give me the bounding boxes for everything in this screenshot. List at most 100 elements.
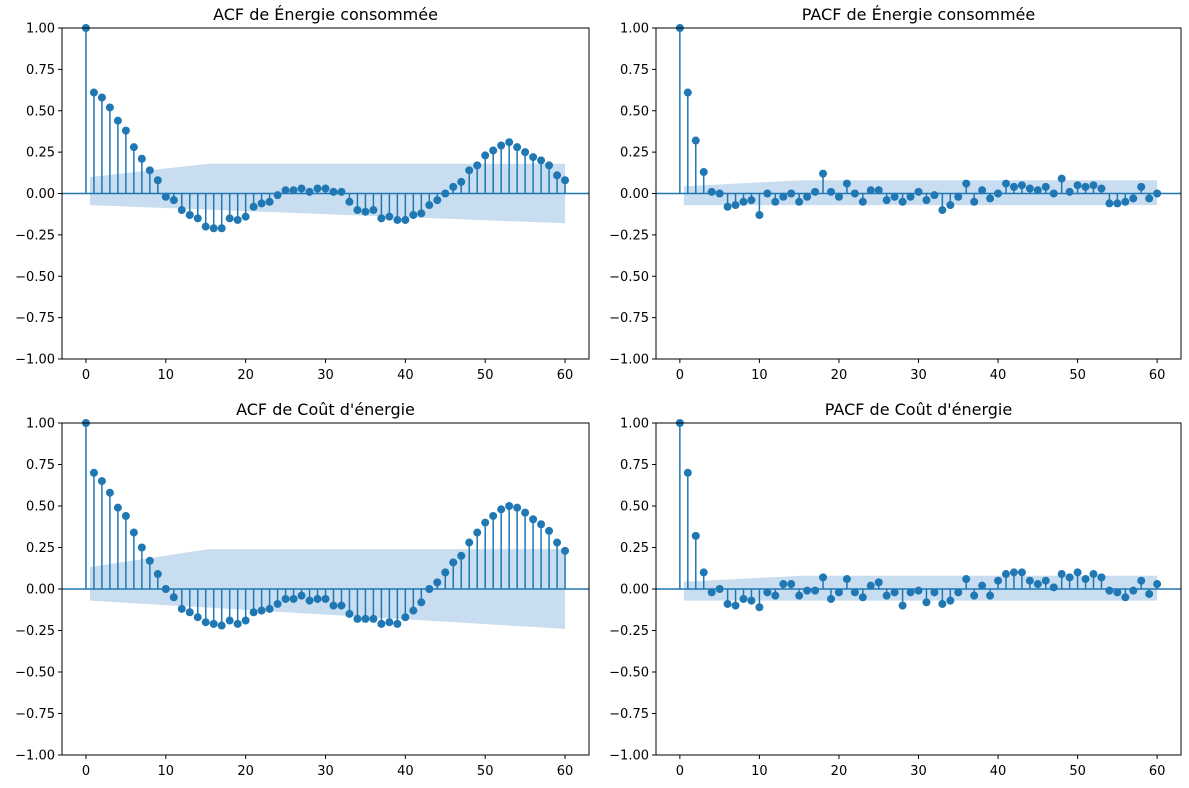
marker-lag-19 xyxy=(827,594,835,603)
marker-lag-54 xyxy=(513,143,522,152)
marker-lag-38 xyxy=(385,618,394,627)
marker-lag-29 xyxy=(313,594,322,603)
marker-lag-47 xyxy=(1049,189,1058,198)
marker-lag-5 xyxy=(715,189,724,198)
marker-lag-49 xyxy=(1065,187,1074,196)
marker-lag-17 xyxy=(811,586,820,595)
marker-lag-13 xyxy=(185,608,194,617)
marker-lag-36 xyxy=(962,575,971,584)
marker-lag-36 xyxy=(369,614,378,623)
marker-lag-19 xyxy=(827,187,835,196)
marker-lag-31 xyxy=(329,601,338,610)
marker-lag-23 xyxy=(265,197,274,206)
y-tick-label: −0.25 xyxy=(609,624,649,639)
marker-lag-30 xyxy=(321,184,330,193)
marker-lag-29 xyxy=(313,184,322,193)
marker-lag-44 xyxy=(1025,184,1034,193)
marker-lag-1 xyxy=(683,88,692,97)
marker-lag-37 xyxy=(970,197,979,206)
chart-acf-cout-energie: 1.00 0.75 0.50 0.25 0.00 −0.25 −0.50 −0.75 −1.00… xyxy=(15,400,590,779)
chart-title: PACF de Coût d'énergie xyxy=(825,400,1012,419)
marker-lag-25 xyxy=(874,186,883,195)
marker-lag-2 xyxy=(97,477,106,486)
marker-lag-29 xyxy=(906,588,915,597)
marker-lag-56 xyxy=(529,153,538,162)
marker-lag-34 xyxy=(353,206,362,215)
y-tick-label: −0.50 xyxy=(609,666,649,681)
marker-lag-55 xyxy=(521,508,530,517)
marker-lag-53 xyxy=(1097,184,1106,193)
marker-lag-29 xyxy=(906,192,915,201)
marker-lag-3 xyxy=(105,488,114,497)
chart-pacf-cout-energie: 1.00 0.75 0.50 0.25 0.00 −0.25 −0.50 −0.75 −1.00… xyxy=(609,400,1182,779)
marker-lag-17 xyxy=(217,621,226,630)
marker-lag-39 xyxy=(393,619,402,628)
marker-lag-27 xyxy=(297,591,306,600)
marker-lag-21 xyxy=(842,179,851,188)
marker-lag-48 xyxy=(1057,174,1066,183)
marker-lag-28 xyxy=(305,187,314,196)
marker-lag-12 xyxy=(177,206,186,215)
marker-lag-7 xyxy=(137,543,146,552)
marker-lag-49 xyxy=(473,528,482,537)
marker-lag-10 xyxy=(755,603,764,612)
marker-lag-55 xyxy=(1113,588,1122,597)
y-tick-label: −0.25 xyxy=(609,228,649,243)
marker-lag-49 xyxy=(473,161,482,170)
x-tick-label: 20 xyxy=(831,764,848,779)
marker-lag-40 xyxy=(994,189,1003,198)
y-tick-label: 0.50 xyxy=(26,104,55,119)
marker-lag-40 xyxy=(401,215,410,224)
marker-lag-2 xyxy=(691,531,700,540)
x-tick-label: 40 xyxy=(990,368,1007,383)
marker-lag-56 xyxy=(1121,593,1130,602)
y-tick-label: −1.00 xyxy=(15,353,55,368)
marker-lag-34 xyxy=(353,614,362,623)
marker-lag-28 xyxy=(898,197,907,206)
marker-lag-50 xyxy=(481,518,490,527)
marker-lag-16 xyxy=(209,619,218,628)
x-tick-label: 60 xyxy=(557,368,574,383)
marker-lag-46 xyxy=(449,558,458,567)
marker-lag-14 xyxy=(787,189,796,198)
marker-lag-6 xyxy=(129,143,138,152)
marker-lag-48 xyxy=(1057,570,1066,579)
marker-lag-46 xyxy=(1041,182,1050,191)
y-tick-label: 0.75 xyxy=(26,63,55,78)
marker-lag-33 xyxy=(938,206,947,215)
marker-lag-1 xyxy=(683,468,692,477)
marker-lag-4 xyxy=(113,503,122,512)
marker-lag-57 xyxy=(537,156,546,165)
y-tick-label: −0.75 xyxy=(609,707,649,722)
marker-lag-41 xyxy=(1002,179,1010,188)
marker-lag-52 xyxy=(497,505,506,514)
marker-lag-16 xyxy=(803,586,812,595)
y-tick-label: 1.00 xyxy=(620,417,649,432)
x-tick-label: 50 xyxy=(477,368,494,383)
marker-lag-24 xyxy=(866,581,875,590)
marker-lag-8 xyxy=(739,594,748,603)
marker-lag-22 xyxy=(257,606,266,615)
marker-lag-35 xyxy=(361,207,370,216)
marker-lag-40 xyxy=(994,576,1003,585)
marker-lag-53 xyxy=(505,502,514,510)
marker-lag-11 xyxy=(169,196,178,205)
marker-lag-52 xyxy=(497,141,506,150)
marker-lag-14 xyxy=(787,580,796,589)
marker-lag-6 xyxy=(723,202,732,211)
marker-lag-15 xyxy=(201,222,210,231)
y-tick-label: 0.25 xyxy=(26,146,55,161)
marker-lag-11 xyxy=(169,593,178,602)
marker-lag-41 xyxy=(1002,570,1010,579)
y-tick-label: −0.50 xyxy=(15,666,55,681)
x-tick-label: 10 xyxy=(158,368,175,383)
marker-lag-5 xyxy=(715,585,724,593)
x-tick-label: 50 xyxy=(477,764,494,779)
marker-lag-15 xyxy=(795,591,804,600)
marker-lag-4 xyxy=(707,187,716,196)
marker-lag-4 xyxy=(113,116,122,125)
marker-lag-42 xyxy=(1009,182,1018,191)
marker-lag-9 xyxy=(153,570,162,579)
marker-lag-10 xyxy=(161,192,170,201)
x-tick-label: 60 xyxy=(557,764,574,779)
